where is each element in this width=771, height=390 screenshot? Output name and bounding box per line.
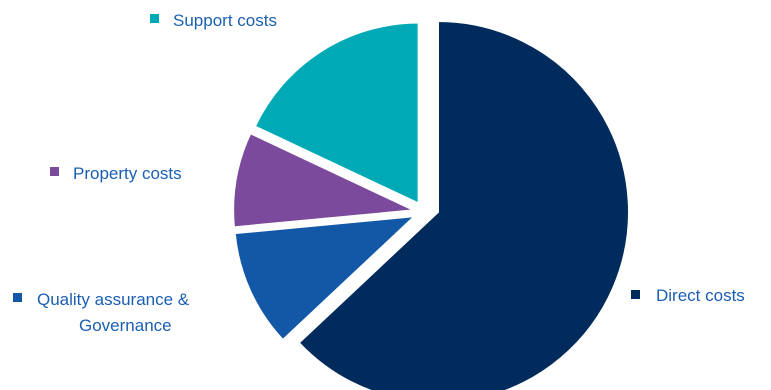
pie-slice-property-costs (232, 131, 418, 229)
pie-slices (232, 19, 630, 390)
label-text-support-costs: Support costs (173, 11, 277, 30)
label-text-quality-assurance-line2: Governance (79, 316, 172, 335)
label-support-costs: Support costs (150, 11, 277, 30)
legend-marker-direct-costs (631, 290, 640, 299)
slice-labels: Direct costs Quality assurance & Governa… (13, 11, 745, 335)
pie-slice-support-costs (253, 21, 420, 206)
label-quality-assurance: Quality assurance & Governance (13, 290, 190, 335)
legend-marker-property-costs (50, 167, 59, 176)
label-direct-costs: Direct costs (631, 286, 745, 305)
legend-marker-quality-assurance (13, 293, 22, 302)
pie-slice-quality-assurance (233, 214, 418, 342)
legend-marker-support-costs (150, 14, 159, 23)
label-property-costs: Property costs (50, 164, 182, 183)
pie-slice-direct-costs (297, 19, 630, 390)
label-text-quality-assurance-line1: Quality assurance & (37, 290, 190, 309)
label-text-direct-costs: Direct costs (656, 286, 745, 305)
label-text-property-costs: Property costs (73, 164, 182, 183)
